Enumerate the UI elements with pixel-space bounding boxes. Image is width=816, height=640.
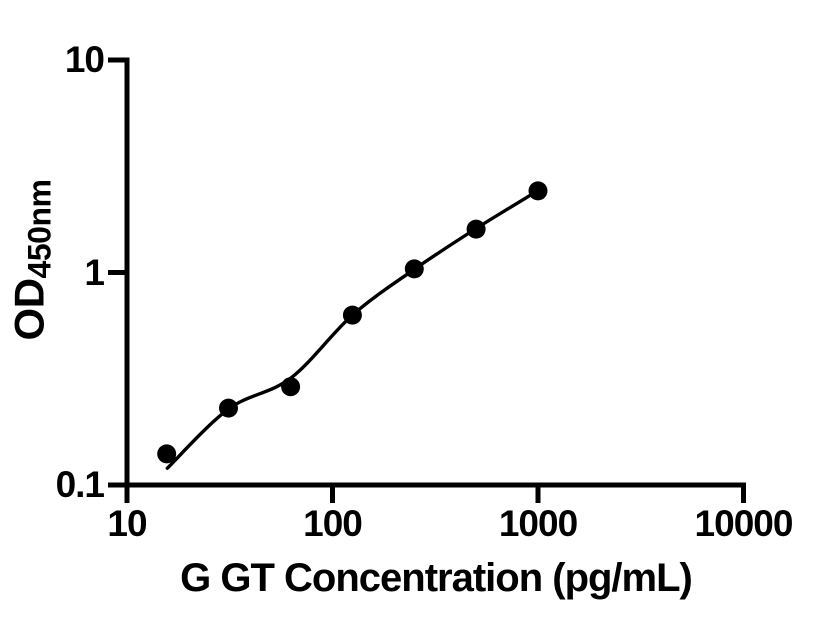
y-tick-label: 0.1 [55, 464, 105, 505]
x-tick-label: 10000 [694, 503, 794, 544]
data-point [404, 259, 424, 279]
data-point [342, 305, 362, 325]
data-point [528, 181, 548, 201]
y-axis-title-sub: 450nm [21, 179, 58, 279]
y-tick-label: 1 [84, 251, 105, 293]
x-axis-title: G GT Concentration (pg/mL) [180, 556, 693, 600]
y-axis-title-main: OD [5, 278, 53, 341]
data-point [157, 444, 177, 464]
x-tick-label: 10 [107, 503, 147, 544]
y-tick-label: 10 [64, 39, 105, 80]
data-point [466, 219, 486, 239]
data-point [281, 377, 301, 397]
y-axis-title: OD450nm [6, 180, 59, 341]
x-tick-label: 1000 [498, 503, 578, 544]
x-tick-label: 100 [303, 503, 363, 544]
data-point [219, 398, 238, 418]
